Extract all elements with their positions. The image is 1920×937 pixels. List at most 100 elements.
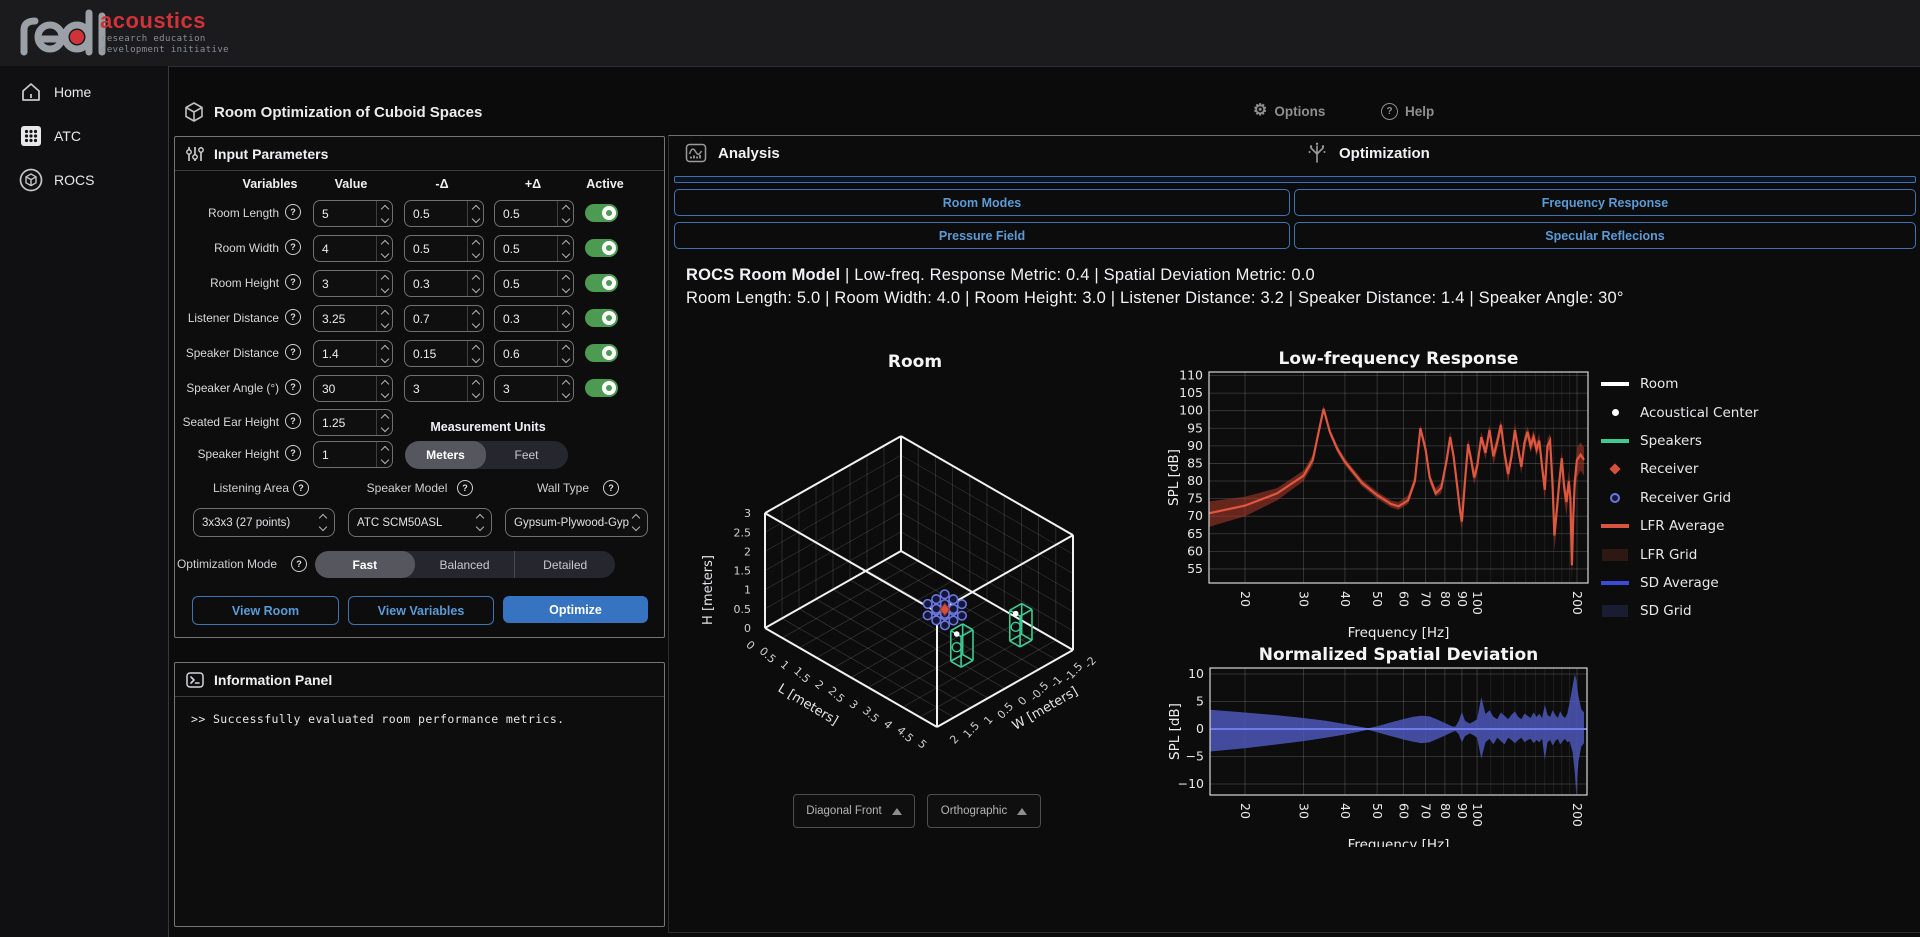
spinner-up-icon[interactable] — [561, 204, 569, 212]
param-minus-delta-input[interactable]: 0.5 — [404, 200, 484, 227]
spinner[interactable] — [376, 341, 392, 366]
param-plus-delta-input[interactable]: 3 — [494, 375, 574, 402]
param-plus-delta-input[interactable]: 0.5 — [494, 200, 574, 227]
spinner[interactable] — [557, 376, 573, 401]
help-button[interactable]: ? Help — [1381, 103, 1434, 120]
spinner[interactable] — [557, 271, 573, 296]
param-minus-delta-input[interactable]: 0.7 — [404, 305, 484, 332]
param-value-input[interactable]: 3.25 — [313, 305, 393, 332]
spinner-down-icon[interactable] — [380, 354, 388, 362]
param-value-input[interactable]: 1.25 — [313, 409, 393, 436]
frequency-response-button[interactable]: Frequency Response — [1294, 189, 1916, 216]
spinner-up-icon[interactable] — [380, 344, 388, 352]
sidebar-item-rocs[interactable]: ROCS — [0, 162, 168, 198]
spinner-up-icon[interactable] — [380, 379, 388, 387]
spinner-down-icon[interactable] — [380, 214, 388, 222]
help-icon[interactable]: ? — [457, 480, 473, 496]
help-icon[interactable]: ? — [291, 556, 307, 572]
spinner[interactable] — [557, 306, 573, 331]
room-modes-button[interactable]: Room Modes — [674, 189, 1290, 216]
spinner-up-icon[interactable] — [471, 344, 479, 352]
param-minus-delta-input[interactable]: 3 — [404, 375, 484, 402]
spinner[interactable] — [467, 271, 483, 296]
param-minus-delta-input[interactable]: 0.5 — [404, 235, 484, 262]
spinner[interactable] — [376, 376, 392, 401]
spinner[interactable] — [467, 376, 483, 401]
spinner[interactable] — [376, 410, 392, 435]
param-value-input[interactable]: 1.4 — [313, 340, 393, 367]
spinner-down-icon[interactable] — [380, 249, 388, 257]
help-icon[interactable]: ? — [285, 239, 301, 255]
view-variables-button[interactable]: View Variables — [348, 596, 494, 625]
spinner-up-icon[interactable] — [561, 379, 569, 387]
spinner-down-icon[interactable] — [561, 354, 569, 362]
spinner-up-icon[interactable] — [380, 309, 388, 317]
param-value-input[interactable]: 4 — [313, 235, 393, 262]
spinner-up-icon[interactable] — [471, 379, 479, 387]
spinner[interactable] — [376, 306, 392, 331]
mode-option-detailed[interactable]: Detailed — [514, 551, 615, 578]
spinner-up-icon[interactable] — [471, 274, 479, 282]
spinner[interactable] — [557, 341, 573, 366]
unit-option-meters[interactable]: Meters — [405, 441, 486, 469]
param-minus-delta-input[interactable]: 0.3 — [404, 270, 484, 297]
spinner-down-icon[interactable] — [561, 389, 569, 397]
spinner[interactable] — [376, 271, 392, 296]
spinner-down-icon[interactable] — [380, 389, 388, 397]
spinner-down-icon[interactable] — [380, 455, 388, 463]
spinner-down-icon[interactable] — [561, 319, 569, 327]
spinner-down-icon[interactable] — [561, 214, 569, 222]
sidebar-item-atc[interactable]: ATC — [0, 118, 168, 154]
spinner-down-icon[interactable] — [471, 249, 479, 257]
spinner-up-icon[interactable] — [471, 309, 479, 317]
spinner-up-icon[interactable] — [471, 239, 479, 247]
param-minus-delta-input[interactable]: 0.15 — [404, 340, 484, 367]
spinner-up-icon[interactable] — [561, 344, 569, 352]
spinner[interactable] — [557, 201, 573, 226]
param-active-toggle[interactable] — [585, 274, 618, 292]
spinner-up-icon[interactable] — [380, 239, 388, 247]
help-icon[interactable]: ? — [293, 480, 309, 496]
spinner[interactable] — [467, 201, 483, 226]
param-active-toggle[interactable] — [585, 379, 618, 397]
spinner-down-icon[interactable] — [471, 354, 479, 362]
help-icon[interactable]: ? — [285, 445, 301, 461]
param-plus-delta-input[interactable]: 0.5 — [494, 270, 574, 297]
help-icon[interactable]: ? — [285, 204, 301, 220]
spinner-up-icon[interactable] — [380, 274, 388, 282]
spinner-down-icon[interactable] — [471, 319, 479, 327]
view-room-button[interactable]: View Room — [192, 596, 339, 625]
mode-option-fast[interactable]: Fast — [315, 551, 415, 578]
spinner[interactable] — [376, 442, 392, 467]
select-listening-area[interactable]: 3x3x3 (27 points) — [193, 508, 335, 537]
spinner[interactable] — [557, 236, 573, 261]
param-plus-delta-input[interactable]: 0.5 — [494, 235, 574, 262]
param-active-toggle[interactable] — [585, 239, 618, 257]
spinner[interactable] — [467, 341, 483, 366]
param-value-input[interactable]: 5 — [313, 200, 393, 227]
spinner[interactable] — [467, 236, 483, 261]
help-icon[interactable]: ? — [285, 309, 301, 325]
spinner-up-icon[interactable] — [471, 204, 479, 212]
param-plus-delta-input[interactable]: 0.3 — [494, 305, 574, 332]
spinner-down-icon[interactable] — [561, 249, 569, 257]
help-icon[interactable]: ? — [285, 274, 301, 290]
help-icon[interactable]: ? — [285, 344, 301, 360]
spinner-up-icon[interactable] — [380, 445, 388, 453]
help-icon[interactable]: ? — [285, 413, 301, 429]
spinner-up-icon[interactable] — [561, 309, 569, 317]
spinner-down-icon[interactable] — [471, 284, 479, 292]
spinner[interactable] — [376, 236, 392, 261]
spinner-up-icon[interactable] — [561, 239, 569, 247]
specular-reflecions-button[interactable]: Specular Reflecions — [1294, 222, 1916, 249]
param-value-input[interactable]: 1 — [313, 441, 393, 468]
sidebar-item-home[interactable]: Home — [0, 74, 168, 110]
view-dropdown-diagonal-front[interactable]: Diagonal Front — [793, 794, 915, 828]
spinner-down-icon[interactable] — [471, 214, 479, 222]
select-wall-type[interactable]: Gypsum-Plywood-Gypsu — [505, 508, 648, 537]
param-value-input[interactable]: 30 — [313, 375, 393, 402]
param-plus-delta-input[interactable]: 0.6 — [494, 340, 574, 367]
pressure-field-button[interactable]: Pressure Field — [674, 222, 1290, 249]
options-button[interactable]: ⚙ Options — [1253, 103, 1325, 119]
spinner-down-icon[interactable] — [561, 284, 569, 292]
